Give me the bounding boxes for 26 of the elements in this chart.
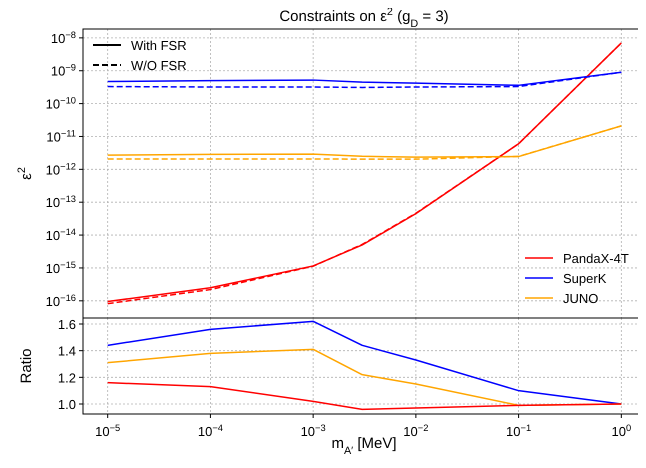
y-tick-label: 10$^{−15}$ [46,260,76,276]
y-tick-label: 1.0 [58,397,76,412]
legend-label: SuperK [563,271,607,286]
x-tick-label: 10$^{−4}$ [198,423,223,439]
x-tick-label: 10$^{0}$ [611,423,632,439]
y-tick-label: 1.4 [58,344,76,359]
x-tick-label: 10$^{−3}$ [300,423,326,439]
annotation: With FSR [131,38,187,53]
y-tick-label: 10$^{−12}$ [46,161,76,178]
y-tick-label: 10$^{−8}$ [50,30,76,46]
annotation: W/O FSR [131,58,187,73]
legend-label: PandaX-4T [563,251,629,266]
y-tick-label: 10$^{−16}$ [46,292,76,309]
legend-label: JUNO [563,291,598,306]
y-tick-label: 1.6 [58,317,76,332]
x-axis-title: m$_{A′}$ [MeV] [331,435,397,457]
y-tick-label: 10$^{−13}$ [46,194,76,210]
y-tick-label: 1.2 [58,370,76,386]
y-axis-title: Ratio [18,348,35,384]
y-tick-label: 10$^{−14}$ [46,227,76,244]
y-tick-label: 10$^{−9}$ [50,62,76,79]
y-tick-label: 10$^{−11}$ [46,128,76,144]
x-tick-label: 10$^{−2}$ [403,423,428,439]
x-tick-label: 10$^{−5}$ [95,423,120,439]
y-tick-label: 10$^{−10}$ [46,96,76,112]
x-tick-label: 10$^{−1}$ [506,423,532,439]
